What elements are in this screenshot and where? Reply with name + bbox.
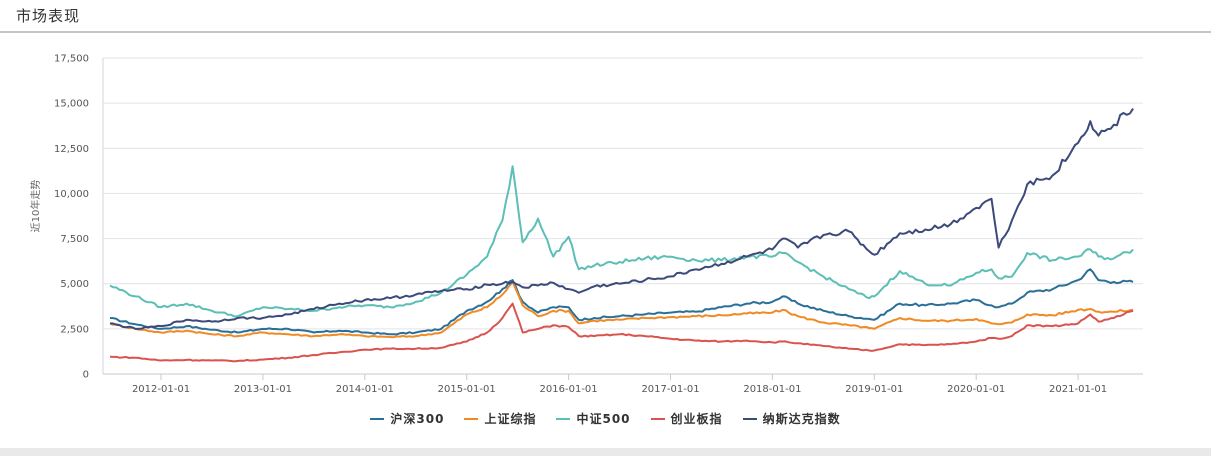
- x-tick-label: 2019-01-01: [845, 384, 903, 395]
- series-line-0[interactable]: [109, 268, 1134, 336]
- series-line-4[interactable]: [109, 108, 1134, 330]
- legend-swatch-icon: [650, 417, 665, 420]
- series-line-3[interactable]: [109, 302, 1134, 363]
- legend-swatch-icon: [742, 417, 757, 420]
- legend-label: 上证综指: [484, 412, 537, 426]
- legend-label: 沪深300: [390, 412, 445, 426]
- section-title: 市场表现: [16, 7, 81, 25]
- x-tick-label: 2017-01-01: [641, 384, 699, 395]
- legend-item-csi500[interactable]: 中证500: [556, 410, 630, 427]
- legend-label: 创业板指: [670, 412, 723, 426]
- footer-bar: [0, 448, 1211, 456]
- y-tick-label: 17,500: [54, 54, 89, 65]
- x-tick-label: 2020-01-01: [947, 384, 1005, 395]
- y-tick-label: 5,000: [60, 279, 89, 290]
- legend-label: 纳斯达克指数: [762, 412, 841, 426]
- x-tick-label: 2014-01-01: [336, 384, 394, 395]
- legend-swatch-icon: [370, 417, 385, 420]
- y-tick-label: 2,500: [60, 324, 89, 335]
- legend-item-chinext[interactable]: 创业板指: [650, 410, 723, 427]
- x-tick-label: 2021-01-01: [1049, 384, 1107, 395]
- y-tick-label: 0: [83, 370, 89, 381]
- legend-label: 中证500: [576, 412, 631, 426]
- legend-item-hs300[interactable]: 沪深300: [370, 410, 444, 427]
- legend-item-nasdaq[interactable]: 纳斯达克指数: [742, 410, 841, 427]
- x-tick-label: 2018-01-01: [743, 384, 801, 395]
- legend-swatch-icon: [556, 417, 571, 420]
- y-axis-label: 近10年走势: [29, 180, 42, 233]
- y-tick-label: 7,500: [60, 234, 89, 245]
- y-tick-label: 10,000: [54, 189, 89, 200]
- x-tick-label: 2015-01-01: [438, 384, 496, 395]
- series-line-2[interactable]: [109, 165, 1134, 318]
- market-performance-chart: 0 2,500 5,000 7,500 10,000 12,500 15,000 17,500…: [0, 33, 1211, 448]
- section-header: 市场表现: [0, 0, 1211, 31]
- x-tick-label: 2012-01-01: [132, 384, 190, 395]
- chart-legend: 沪深300 上证综指 中证500 创业板指 纳斯达克指数: [0, 410, 1211, 427]
- x-tick-label: 2013-01-01: [234, 384, 292, 395]
- y-tick-label: 12,500: [54, 144, 89, 155]
- header-divider: [0, 31, 1211, 33]
- series-line-1[interactable]: [109, 280, 1134, 339]
- legend-swatch-icon: [464, 417, 479, 420]
- line-chart[interactable]: 0 2,500 5,000 7,500 10,000 12,500 15,000 17,500…: [0, 33, 1211, 413]
- y-tick-label: 15,000: [54, 99, 89, 110]
- x-tick-label: 2016-01-01: [540, 384, 598, 395]
- legend-item-sse[interactable]: 上证综指: [464, 410, 536, 427]
